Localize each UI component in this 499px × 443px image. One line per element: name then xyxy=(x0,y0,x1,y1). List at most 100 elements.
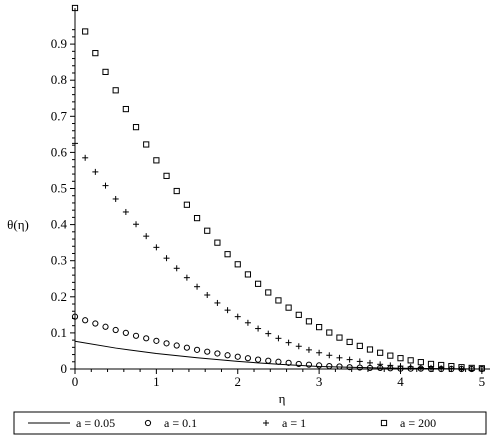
data-point xyxy=(295,343,302,350)
data-point xyxy=(132,332,140,339)
data-point xyxy=(346,338,353,346)
data-point xyxy=(102,323,109,330)
data-point xyxy=(285,339,292,346)
data-point xyxy=(143,141,150,148)
data-point xyxy=(254,356,262,363)
data-point xyxy=(316,349,323,356)
data-point xyxy=(112,87,119,94)
data-point xyxy=(82,28,89,35)
x-tick-label: 1 xyxy=(153,374,160,389)
data-point xyxy=(244,271,252,278)
data-point xyxy=(397,355,404,362)
data-point xyxy=(387,362,394,369)
data-point xyxy=(275,335,282,342)
data-point xyxy=(153,337,160,344)
x-tick-label: 4 xyxy=(397,374,404,389)
data-point xyxy=(336,334,343,341)
data-point xyxy=(417,359,424,366)
data-point xyxy=(153,244,160,251)
data-point xyxy=(234,313,241,320)
data-point xyxy=(427,360,435,368)
data-point xyxy=(92,320,99,327)
y-tick-label: 0.6 xyxy=(51,144,68,159)
data-point xyxy=(295,360,302,368)
legend-symbol xyxy=(144,419,152,427)
data-point xyxy=(143,233,150,240)
data-point xyxy=(214,239,221,246)
legend-item: a = 0.05 xyxy=(28,416,115,430)
legend-label: a = 1 xyxy=(282,416,306,430)
y-tick-label: 0 xyxy=(61,361,68,376)
data-point xyxy=(305,346,312,353)
data-point xyxy=(133,221,140,228)
data-point xyxy=(234,353,241,360)
data-point xyxy=(153,157,160,164)
data-point xyxy=(132,124,140,131)
data-point xyxy=(336,354,343,361)
data-point xyxy=(112,326,119,334)
y-tick-label: 0.4 xyxy=(51,217,68,232)
data-point xyxy=(112,195,119,202)
y-tick-label: 0.5 xyxy=(51,181,67,196)
data-point xyxy=(285,304,292,311)
legend-item: a = 1 xyxy=(263,416,306,430)
legend-label: a = 200 xyxy=(400,416,436,430)
data-point xyxy=(194,283,201,290)
data-point xyxy=(438,361,445,369)
data-point xyxy=(326,329,333,336)
data-point xyxy=(428,364,435,371)
legend: a = 0.05 a = 0.1 a = 1 a = 200 xyxy=(13,411,487,435)
data-point xyxy=(305,318,313,325)
data-point xyxy=(275,297,282,304)
data-point xyxy=(143,335,150,342)
series-3 xyxy=(71,4,485,372)
data-point xyxy=(305,361,313,368)
data-point xyxy=(173,342,180,349)
data-point xyxy=(346,356,353,363)
data-point xyxy=(417,364,424,371)
data-point xyxy=(122,329,129,336)
data-point xyxy=(316,324,323,331)
data-point xyxy=(377,361,384,368)
x-tick-label: 0 xyxy=(72,374,79,389)
data-point xyxy=(122,105,129,113)
data-point xyxy=(204,348,211,355)
data-point xyxy=(214,350,221,357)
y-tick-label: 0.8 xyxy=(51,72,67,87)
y-tick-label: 0.1 xyxy=(51,325,67,340)
data-point xyxy=(356,342,363,349)
data-point xyxy=(193,346,201,353)
data-point xyxy=(387,352,394,359)
data-point xyxy=(397,363,404,370)
data-point xyxy=(346,364,353,371)
plot-area xyxy=(71,4,485,373)
x-tick-label: 5 xyxy=(479,374,486,389)
data-point xyxy=(183,344,190,351)
x-axis-label: η xyxy=(279,391,286,406)
data-point xyxy=(356,358,363,365)
y-tick-label: 0.9 xyxy=(51,36,67,51)
data-point xyxy=(82,154,89,161)
legend-item: a = 0.1 xyxy=(144,416,197,430)
data-point xyxy=(275,358,282,365)
y-tick-label: 0.3 xyxy=(51,253,67,268)
data-point xyxy=(285,359,292,366)
data-point xyxy=(438,365,445,372)
series-1 xyxy=(71,313,485,373)
data-point xyxy=(92,50,99,57)
axes: 0 1 2 3 4 5 0 0.1 0.2 0.3 0.4 0.5 0.6 0.7 0.8 0.9 xyxy=(51,8,490,389)
legend-box xyxy=(13,411,487,435)
data-point xyxy=(468,364,475,372)
legend-label: a = 0.1 xyxy=(164,416,197,430)
data-point xyxy=(326,352,333,359)
data-point xyxy=(82,317,89,324)
data-point xyxy=(204,227,211,234)
x-tick-label: 3 xyxy=(316,374,323,389)
data-point xyxy=(102,68,109,75)
data-point xyxy=(183,201,190,208)
data-point xyxy=(224,307,231,314)
data-point xyxy=(204,291,211,298)
data-point xyxy=(316,362,323,369)
legend-item: a = 200 xyxy=(380,416,436,430)
data-point xyxy=(92,168,99,175)
